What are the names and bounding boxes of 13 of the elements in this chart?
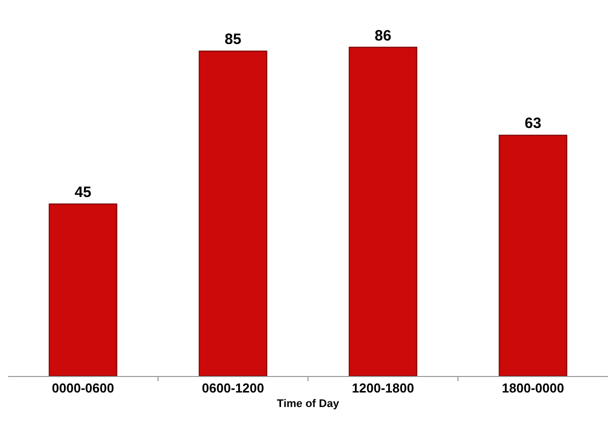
x-tick-label: 1800-0000 <box>502 380 564 396</box>
x-axis-title: Time of Day <box>276 398 340 410</box>
data-label: 45 <box>74 184 92 202</box>
x-tick-label: 1200-1800 <box>352 380 414 396</box>
bar <box>498 134 568 376</box>
data-label: 85 <box>224 31 242 48</box>
x-tick-label: 0000-0600 <box>52 380 114 396</box>
bar <box>48 204 118 376</box>
x-tick-label: 0600-1200 <box>202 380 264 396</box>
data-label: 86 <box>374 27 392 44</box>
data-label: 63 <box>524 115 542 132</box>
bar <box>198 50 268 376</box>
bar <box>348 46 418 376</box>
